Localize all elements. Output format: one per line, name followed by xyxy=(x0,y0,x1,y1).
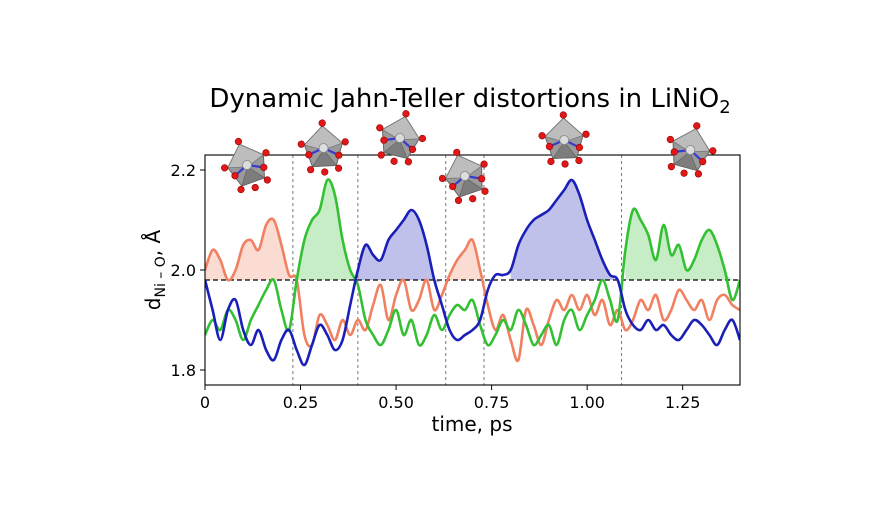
y-axis-label-subscript: Ni – O xyxy=(153,256,169,297)
plot-area: 0 0.25 0.50 0.75 1.00 1.25 1.8 2.0 2.2 xyxy=(171,154,741,412)
octahedra-icons xyxy=(221,110,717,205)
octahedron-3-icon xyxy=(376,110,427,166)
fill-areas xyxy=(205,179,740,283)
x-axis: 0 0.25 0.50 0.75 1.00 1.25 xyxy=(200,385,701,412)
y-axis-label-main: d xyxy=(141,298,165,311)
octahedron-1-icon xyxy=(221,137,271,194)
y-tick-label: 1.8 xyxy=(171,361,196,380)
series-line-blue xyxy=(205,178,740,367)
fill-green-1 xyxy=(296,179,358,280)
octahedron-6-icon xyxy=(666,122,717,178)
series-lines xyxy=(205,178,740,367)
fill-green-2 xyxy=(625,208,740,281)
octahedron-5-icon xyxy=(538,111,590,168)
x-tick-label: 0.25 xyxy=(283,393,319,412)
x-axis-label: time, ps xyxy=(431,412,512,436)
fill-blue-2 xyxy=(510,179,618,280)
x-tick-label: 0.50 xyxy=(378,393,414,412)
fill-orange-2 xyxy=(449,239,481,280)
y-axis: 1.8 2.0 2.2 xyxy=(171,161,205,380)
y-axis-label-unit: , Å xyxy=(141,229,165,256)
x-tick-label: 1.00 xyxy=(569,393,605,412)
series-line-orange xyxy=(205,217,740,363)
fill-blue-1 xyxy=(357,210,442,283)
chart-title-main: Dynamic Jahn-Teller distortions in LiNiO xyxy=(209,84,719,114)
octahedron-4-icon xyxy=(438,148,489,205)
x-tick-label: 0 xyxy=(200,393,210,412)
y-tick-label: 2.0 xyxy=(171,261,196,280)
octahedron-2-icon xyxy=(297,119,349,176)
y-tick-label: 2.2 xyxy=(171,161,196,180)
series-line-green xyxy=(205,178,740,347)
x-tick-label: 0.75 xyxy=(474,393,510,412)
x-tick-label: 1.25 xyxy=(665,393,701,412)
chart-title-subscript: 2 xyxy=(719,97,730,118)
fill-orange-1 xyxy=(205,218,290,281)
chart-title: Dynamic Jahn-Teller distortions in LiNiO… xyxy=(209,84,730,118)
y-axis-label: dNi – O, Å xyxy=(141,229,169,310)
